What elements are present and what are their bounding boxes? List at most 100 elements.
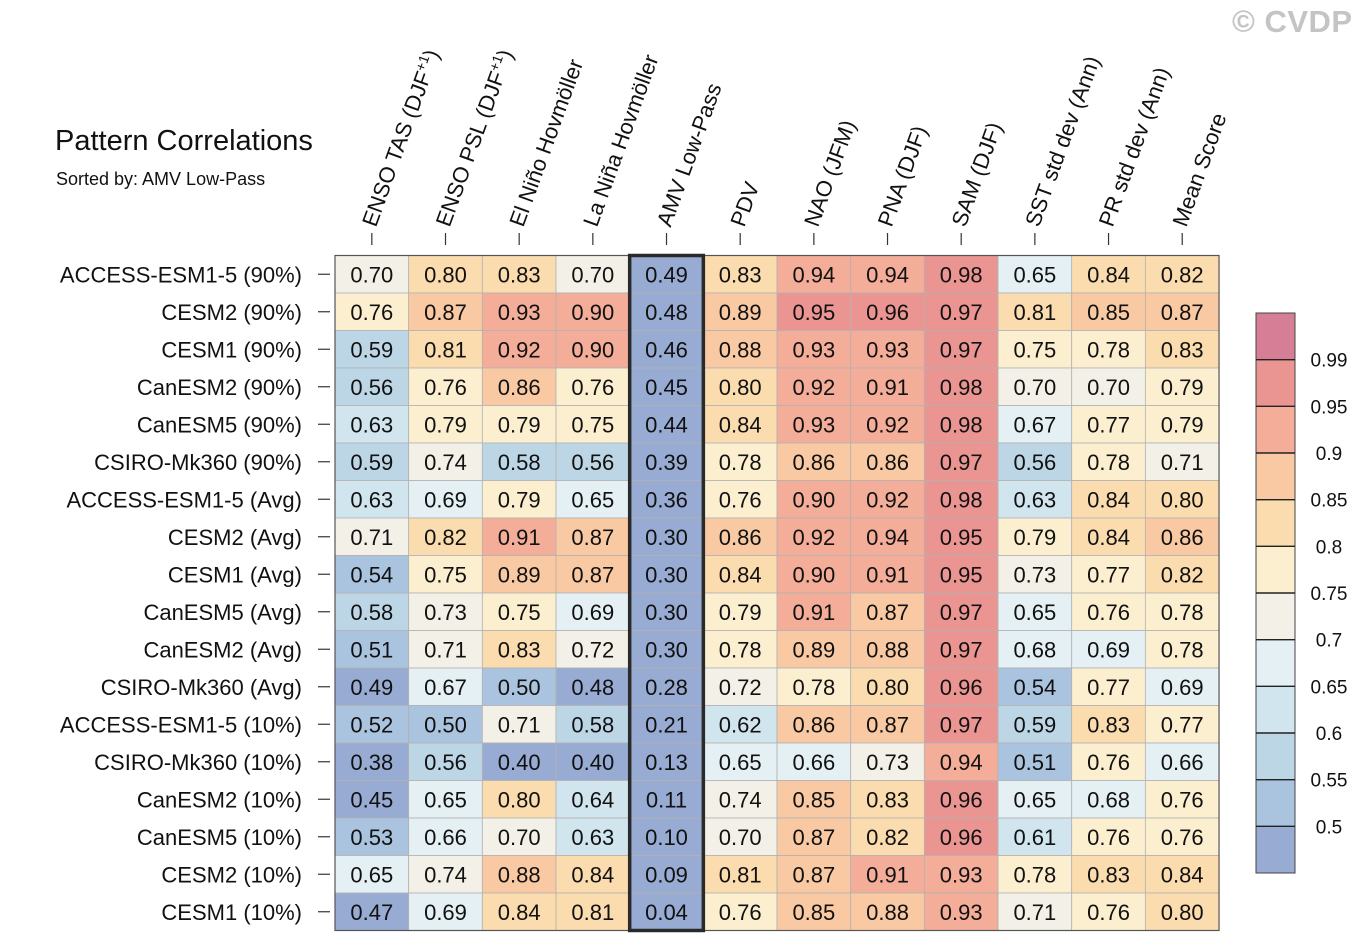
cell-value-label: 0.94 [940,750,983,775]
row-label: CSIRO-Mk360 (Avg) [101,675,302,700]
heatmap-cell [408,855,483,894]
heatmap-cell [776,367,852,406]
heatmap-cell [997,330,1073,369]
heatmap-cell [1144,405,1220,444]
cell-value-label: 0.87 [792,825,835,850]
column-label: ENSO TAS (DJF+1) [356,46,444,230]
cvdp-watermark: © CVDP [1232,4,1353,39]
heatmap-cell [776,780,852,819]
cell-value-label: 0.96 [940,675,983,700]
cell-value-label: 0.11 [646,787,687,812]
cell-value-label: 0.87 [571,562,614,587]
column-label: PDV [725,178,764,229]
cell-value-label: 0.84 [1087,262,1130,287]
cell-value-label: 0.65 [719,750,762,775]
heatmap-cell [702,330,778,369]
heatmap-cell [408,592,483,631]
cell-value-label: 0.78 [792,675,835,700]
column-label: La Niña Hovmöller [578,51,663,230]
heatmap-cell [481,892,557,931]
cell-value-label: 0.97 [940,600,983,625]
heatmap-cell [997,555,1073,594]
heatmap-cell [1144,742,1220,781]
heatmap-cell [923,630,999,669]
cell-value-label: 0.96 [866,300,909,325]
colorbar-segment [1255,592,1296,641]
cell-value-label: 0.54 [1013,675,1056,700]
cell-value-label: 0.77 [1087,675,1130,700]
cell-value-label: 0.76 [719,900,762,925]
cell-value-label: 0.83 [1087,862,1130,887]
heatmap-cell [1071,667,1146,706]
heatmap-cell [555,780,631,819]
cell-value-label: 0.78 [1161,637,1204,662]
cell-value-label: 0.92 [866,412,909,437]
heatmap-cell [923,442,999,481]
heatmap-cell [334,742,410,781]
heatmap-cell [1071,592,1146,631]
cell-value-label: 0.79 [424,412,467,437]
colorbar-label: 0.55 [1311,771,1348,792]
cell-value-label: 0.91 [866,862,909,887]
row-label: ACCESS-ESM1-5 (90%) [60,262,302,287]
cell-value-label: 0.48 [571,675,614,700]
colorbar-label: 0.75 [1311,584,1348,605]
heatmap-cell [555,817,631,856]
heatmap-cell [850,667,925,706]
cell-value-label: 0.09 [645,862,688,887]
cell-value-label: 0.74 [424,862,467,887]
cell-value-label: 0.70 [1013,375,1056,400]
cell-value-label: 0.92 [498,337,541,362]
heatmap-cell [702,855,778,894]
heatmap-cell [481,667,557,706]
cell-value-label: 0.87 [571,525,614,550]
cell-value-label: 0.82 [1161,262,1204,287]
cell-value-label: 0.52 [350,712,393,737]
heatmap-cell [850,555,925,594]
chart-title: Pattern Correlations [55,125,313,157]
cell-value-label: 0.76 [719,487,762,512]
cell-value-label: 0.71 [424,637,467,662]
heatmap-cell [923,817,999,856]
heatmap-cell [776,705,852,744]
cell-value-label: 0.83 [719,262,762,287]
cell-value-label: 0.56 [1013,450,1056,475]
cell-value-label: 0.30 [645,600,688,625]
cell-value-label: 0.89 [719,300,762,325]
cell-value-label: 0.90 [571,300,614,325]
colorbar-segment [1255,685,1296,734]
heatmap-cell [334,367,410,406]
heatmap-cell [850,742,925,781]
cell-value-label: 0.84 [1087,525,1130,550]
cell-value-label: 0.65 [1013,262,1056,287]
colorbar-segment [1255,779,1296,827]
cell-value-label: 0.65 [424,787,467,812]
colorbar-segment [1255,499,1296,547]
heatmap-cell [629,517,704,556]
cell-value-label: 0.66 [1161,750,1204,775]
cell-value-label: 0.92 [866,487,909,512]
cell-value-label: 0.98 [940,412,983,437]
cell-value-label: 0.73 [1013,562,1056,587]
heatmap-cell [923,855,999,894]
cell-value-label: 0.93 [792,337,835,362]
cell-value-label: 0.97 [940,637,983,662]
heatmap-cell [702,480,778,519]
cell-value-label: 0.87 [792,862,835,887]
heatmap-cell [702,405,778,444]
heatmap-cell [776,442,852,481]
highlight-column-box [627,253,706,933]
heatmap-cell [1144,667,1220,706]
heatmap-cell [408,817,483,856]
cell-value-label: 0.87 [866,712,909,737]
colorbar-segment [1255,825,1296,874]
cell-value-label: 0.48 [645,300,688,325]
heatmap-cell [1071,255,1146,294]
row-label: CanESM2 (Avg) [143,637,302,662]
cell-value-label: 0.46 [645,337,688,362]
cell-value-label: 0.86 [1161,525,1204,550]
cell-value-label: 0.75 [571,412,614,437]
cell-value-label: 0.94 [792,262,835,287]
colorbar-segment [1255,359,1296,407]
